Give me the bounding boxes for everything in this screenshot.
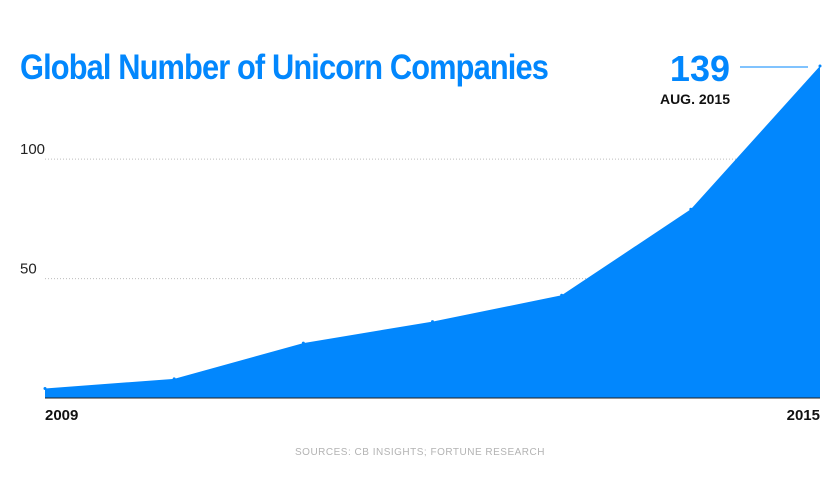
area-series bbox=[45, 66, 820, 398]
source-note: SOURCES: CB INSIGHTS; FORTUNE RESEARCH bbox=[295, 447, 545, 458]
callout-date-label: AUG. 2015 bbox=[659, 91, 730, 107]
data-point-2015 bbox=[818, 64, 822, 68]
y-tick-label-50: 50 bbox=[20, 261, 37, 278]
x-tick-label-first: 2009 bbox=[45, 407, 78, 424]
chart-title: Global Number of Unicorn Companies bbox=[20, 48, 549, 87]
data-point-2012 bbox=[431, 320, 434, 324]
data-point-2011 bbox=[301, 341, 305, 345]
callout-value: 139 bbox=[669, 48, 730, 89]
data-point-2009 bbox=[43, 386, 47, 390]
data-point-2010 bbox=[172, 377, 176, 381]
y-tick-label-100: 100 bbox=[20, 141, 45, 158]
data-point-2014 bbox=[689, 207, 693, 211]
data-point-2013 bbox=[560, 293, 564, 297]
x-tick-label-last: 2015 bbox=[787, 407, 820, 424]
